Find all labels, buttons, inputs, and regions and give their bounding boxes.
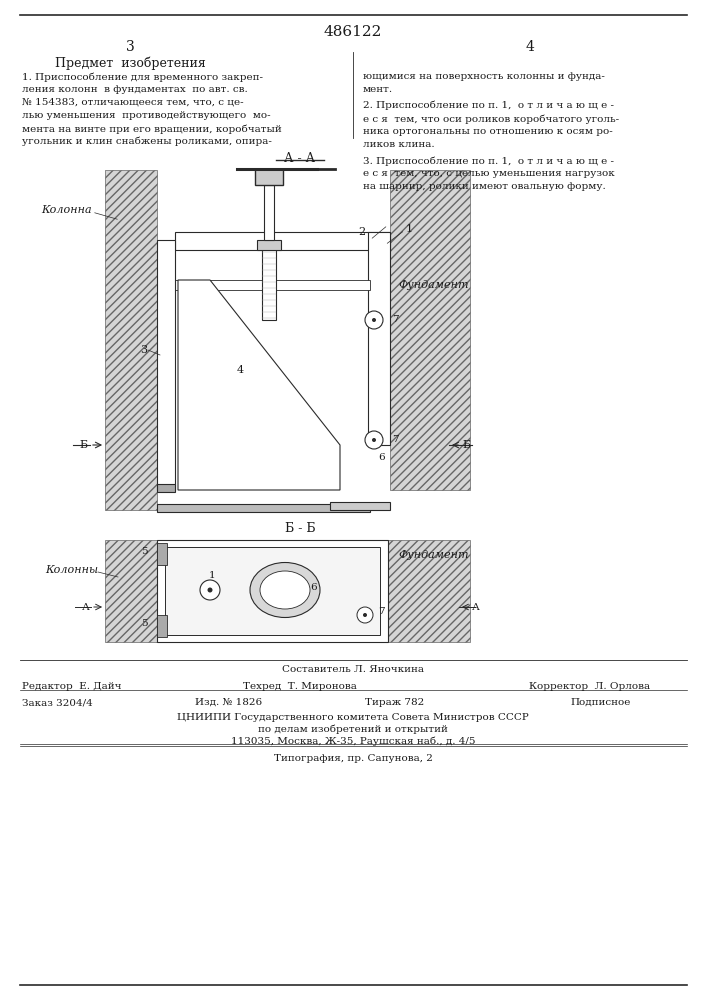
Text: 7: 7 [378, 607, 385, 616]
Text: Колонна: Колонна [42, 205, 92, 215]
Text: 6: 6 [310, 582, 317, 591]
Text: на шарнир, ролики имеют овальную форму.: на шарнир, ролики имеют овальную форму. [363, 182, 606, 191]
Text: 2. Приспособление по п. 1,  о т л и ч а ю щ е -: 2. Приспособление по п. 1, о т л и ч а ю… [363, 101, 614, 110]
Text: № 154383, отличающееся тем, что, с це-: № 154383, отличающееся тем, что, с це- [22, 98, 244, 107]
Text: Техред  Т. Миронова: Техред Т. Миронова [243, 682, 357, 691]
Bar [105, 540, 157, 642]
Text: Б - Б: Б - Б [285, 522, 315, 535]
Bar [255, 169, 283, 185]
Text: ника ортогональны по отношению к осям ро-: ника ортогональны по отношению к осям ро… [363, 127, 613, 136]
Text: 5: 5 [141, 618, 148, 628]
Text: 113035, Москва, Ж-35, Раушская наб., д. 4/5: 113035, Москва, Ж-35, Раушская наб., д. … [230, 737, 475, 746]
Bar [165, 547, 380, 635]
Circle shape [365, 311, 383, 329]
Ellipse shape [250, 562, 320, 617]
Text: Составитель Л. Яночкина: Составитель Л. Яночкина [282, 665, 424, 674]
Text: Корректор  Л. Орлова: Корректор Л. Орлова [530, 682, 650, 691]
Polygon shape [178, 280, 340, 490]
Text: е с я  тем, что оси роликов коробчатого уголь-: е с я тем, что оси роликов коробчатого у… [363, 114, 619, 123]
Text: Фундамент: Фундамент [398, 280, 469, 290]
Text: 486122: 486122 [324, 25, 382, 39]
Text: Тираж 782: Тираж 782 [365, 698, 424, 707]
Text: ющимися на поверхность колонны и фунда-: ющимися на поверхность колонны и фунда- [363, 72, 605, 81]
Bar [388, 540, 470, 642]
Text: Колонны: Колонны [45, 565, 98, 575]
Ellipse shape [260, 571, 310, 609]
Text: 3. Приспособление по п. 1,  о т л и ч а ю щ е -: 3. Приспособление по п. 1, о т л и ч а ю… [363, 156, 614, 165]
Text: 1: 1 [209, 570, 216, 580]
Text: А - А: А - А [284, 152, 315, 165]
Bar [157, 540, 388, 642]
Text: 1: 1 [406, 224, 413, 234]
Text: Предмет  изобретения: Предмет изобретения [54, 56, 205, 70]
Text: Изд. № 1826: Изд. № 1826 [195, 698, 262, 707]
Bar [157, 504, 370, 512]
Text: 4: 4 [525, 40, 534, 54]
Bar [157, 484, 175, 492]
Text: е с я  тем, что, с целью уменьшения нагрузок: е с я тем, что, с целью уменьшения нагру… [363, 169, 615, 178]
Circle shape [207, 587, 213, 592]
Circle shape [200, 580, 220, 600]
Text: Фундамент: Фундамент [398, 550, 469, 560]
Bar [390, 170, 470, 490]
Text: угольник и клин снабжены роликами, опира-: угольник и клин снабжены роликами, опира… [22, 137, 272, 146]
Bar [157, 615, 167, 637]
Bar [157, 240, 175, 490]
Bar [175, 280, 370, 290]
Bar [264, 185, 274, 240]
Text: ления колонн  в фундаментах  по авт. св.: ления колонн в фундаментах по авт. св. [22, 85, 247, 94]
Text: мент.: мент. [363, 85, 393, 94]
Text: 7: 7 [392, 436, 399, 444]
Text: А: А [472, 602, 480, 611]
Text: лью уменьшения  противодействующего  мо-: лью уменьшения противодействующего мо- [22, 111, 271, 120]
Text: 2: 2 [358, 227, 365, 237]
Bar [175, 232, 390, 250]
Text: Подписное: Подписное [570, 698, 631, 707]
Text: мента на винте при его вращении, коробчатый: мента на винте при его вращении, коробча… [22, 124, 282, 133]
Text: Б: Б [80, 440, 88, 450]
Circle shape [363, 613, 367, 617]
Bar [257, 240, 281, 250]
Text: Редактор  Е. Дайч: Редактор Е. Дайч [22, 682, 122, 691]
Circle shape [372, 318, 376, 322]
Text: 6: 6 [378, 452, 385, 462]
Text: Заказ 3204/4: Заказ 3204/4 [22, 698, 93, 707]
Text: ликов клина.: ликов клина. [363, 140, 435, 149]
Bar [157, 543, 167, 565]
Circle shape [357, 607, 373, 623]
Text: по делам изобретений и открытий: по делам изобретений и открытий [258, 725, 448, 734]
Text: Б: Б [462, 440, 470, 450]
Text: 4: 4 [236, 365, 244, 375]
Text: А: А [82, 602, 90, 611]
Circle shape [365, 431, 383, 449]
Text: 7: 7 [392, 316, 399, 324]
Text: ЦНИИПИ Государственного комитета Совета Министров СССР: ЦНИИПИ Государственного комитета Совета … [177, 713, 529, 722]
Text: 5: 5 [141, 548, 148, 556]
Bar [368, 232, 390, 445]
Circle shape [372, 438, 376, 442]
Text: 3: 3 [126, 40, 134, 54]
Bar [105, 170, 157, 510]
Text: 3: 3 [140, 345, 147, 355]
Text: Типография, пр. Сапунова, 2: Типография, пр. Сапунова, 2 [274, 754, 433, 763]
Bar [262, 248, 276, 320]
Text: 1. Приспособление для временного закреп-: 1. Приспособление для временного закреп- [22, 72, 263, 82]
Bar [330, 502, 390, 510]
